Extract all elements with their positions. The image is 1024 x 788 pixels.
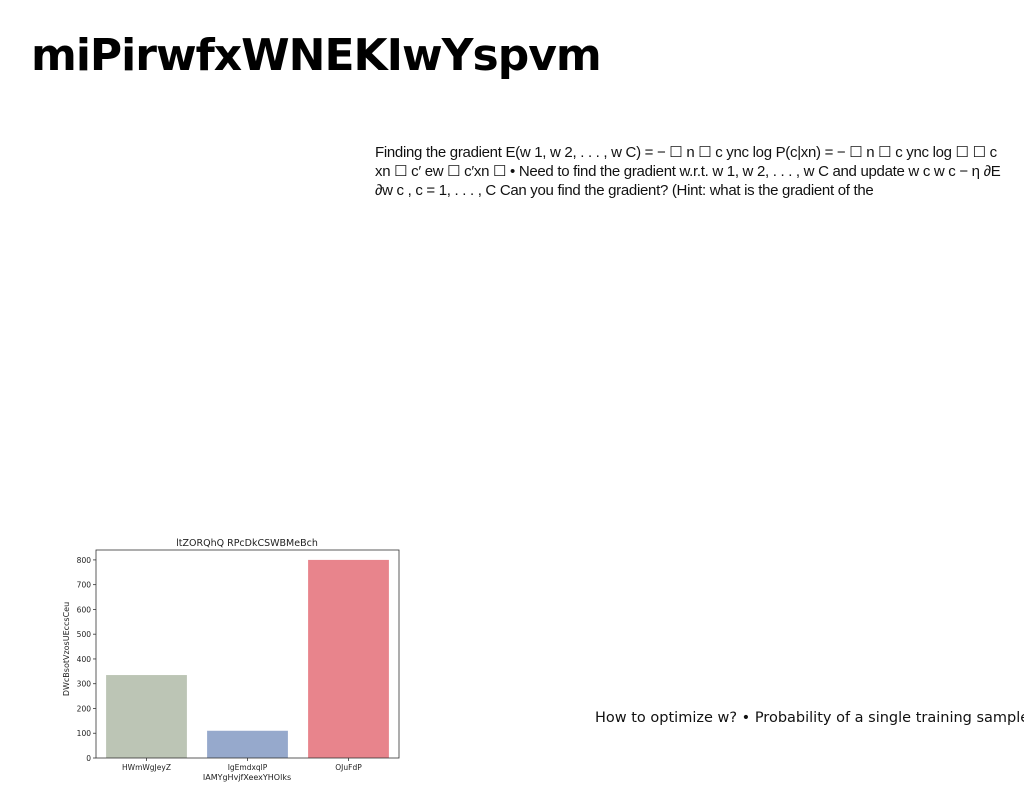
y-tick-label: 0 <box>86 754 91 763</box>
y-tick-label: 200 <box>77 704 92 713</box>
x-tick-label: IgEmdxqlP <box>228 763 268 772</box>
y-tick-label: 500 <box>77 630 92 639</box>
y-tick-label: 400 <box>77 655 92 664</box>
chart-x-axis-label: IAMYgHvjfXeexYHOlks <box>203 773 291 782</box>
slide-body-text: Finding the gradient E(w 1, w 2, . . . ,… <box>375 144 1001 199</box>
y-tick-label: 600 <box>77 605 92 614</box>
x-tick-label: OJuFdP <box>335 763 362 772</box>
bar-chart: ltZORQhQ RPcDkCSWBMeBch DWcBsotVzosUEccs… <box>62 538 400 782</box>
bar-IgEmdxqlP <box>207 730 288 758</box>
y-tick-label: 700 <box>77 581 92 590</box>
y-tick-label: 300 <box>77 680 92 689</box>
x-tick-label: HWmWgJeyZ <box>122 763 171 772</box>
chart-plot-frame <box>95 549 400 759</box>
y-tick-label: 800 <box>77 556 92 565</box>
bar-OJuFdP <box>308 559 389 758</box>
chart-title: ltZORQhQ RPcDkCSWBMeBch <box>176 538 318 549</box>
slide-title: miPirwfxWNEKIwYspvm <box>31 30 602 81</box>
bar-HWmWgJeyZ <box>106 675 187 758</box>
y-tick-label: 100 <box>77 729 92 738</box>
slide-caption: How to optimize w? • Probability of a si… <box>595 710 1024 726</box>
chart-y-axis-label: DWcBsotVzosUEccsCeu <box>62 602 71 696</box>
